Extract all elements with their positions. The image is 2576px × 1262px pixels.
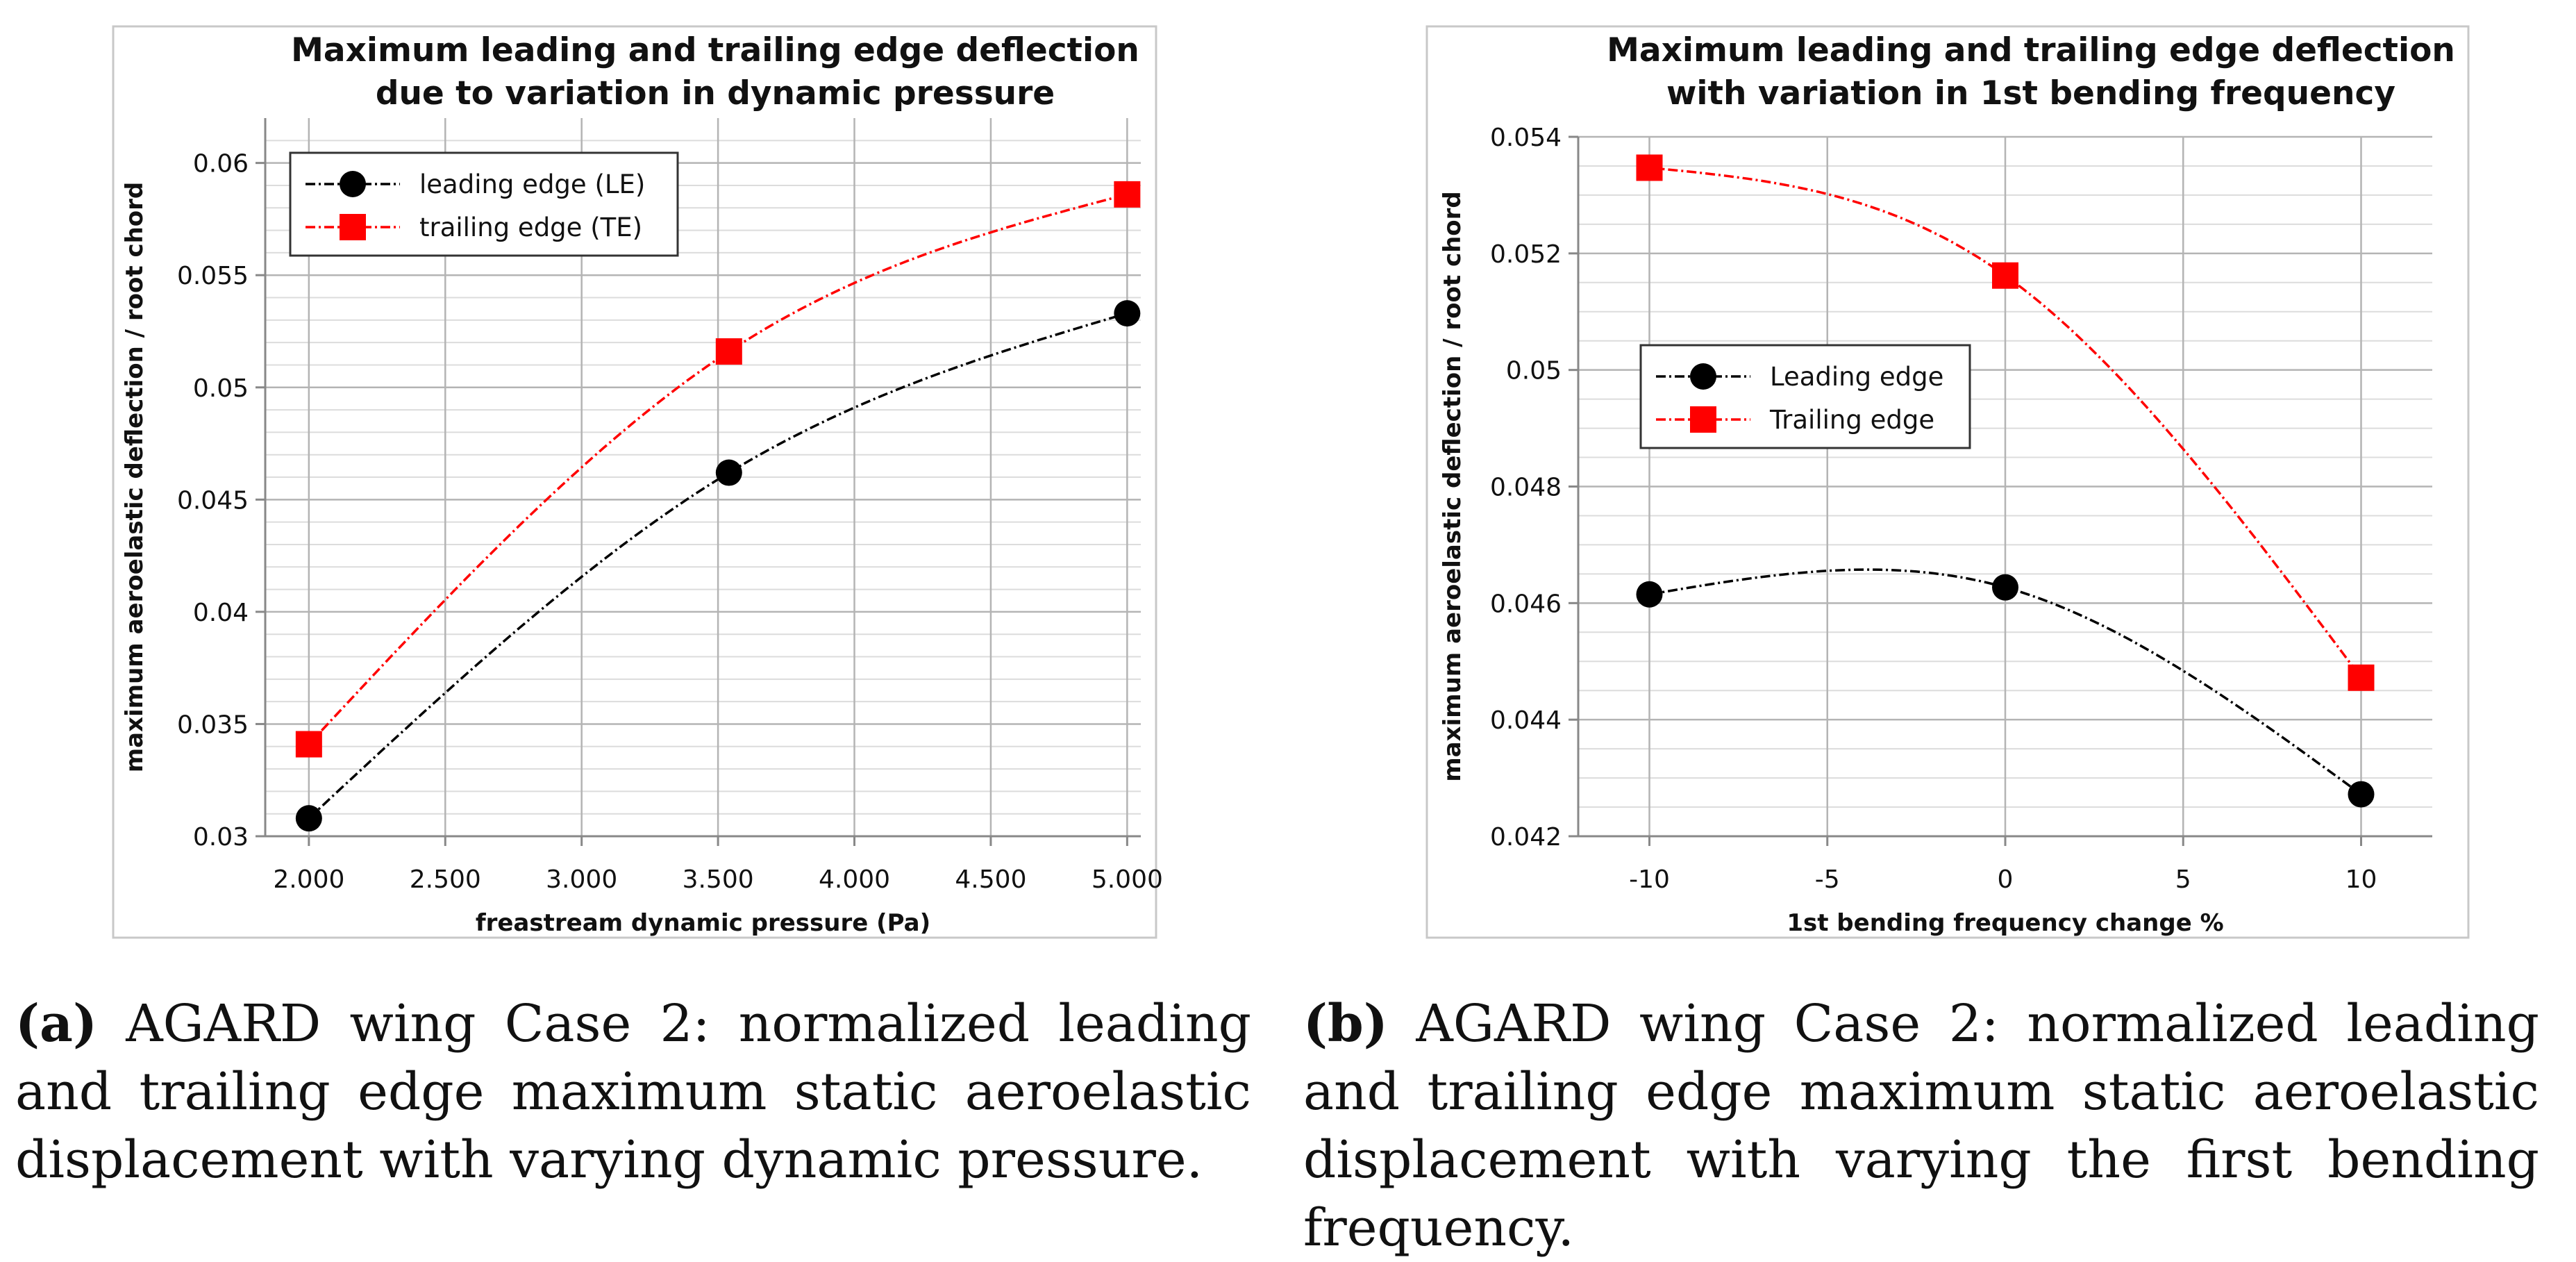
chart-b-y-tick-label: 0.044 [1490, 706, 1562, 735]
chart-a-series-2-point [715, 338, 742, 365]
chart-b-y-tick-label: 0.054 [1490, 124, 1562, 152]
chart-b-border [1425, 25, 2470, 939]
chart-a-legend-label: leading edge (LE) [419, 169, 645, 199]
chart-b-legend-marker [1690, 363, 1716, 390]
chart-b-series-2-point [2348, 664, 2375, 691]
chart-b-title-line: with variation in 1st bending frequency [1666, 74, 2395, 113]
chart-a-legend-marker [340, 171, 366, 197]
chart-a-y-tick-label: 0.05 [193, 374, 249, 403]
chart-a-y-tick-label: 0.045 [177, 486, 249, 515]
chart-a-legend: leading edge (LE) trailing edge (TE) [289, 151, 679, 257]
chart-b-y-tick-label: 0.052 [1490, 240, 1562, 269]
chart-b-x-tick-label: 5 [2175, 865, 2191, 894]
chart-a-title-line: Maximum leading and trailing edge deflec… [291, 31, 1139, 69]
chart-b-legend: Leading edge Trailing edge [1639, 344, 1971, 449]
chart-a: 0.03 0.035 0.04 0.045 0.05 0.055 0.06 2.000 2.50… [112, 25, 1163, 939]
chart-a-x-tick-label: 2.500 [410, 865, 481, 894]
chart-a-y-tick-label: 0.055 [177, 262, 249, 290]
chart-a-y-tick-label: 0.06 [193, 150, 249, 178]
caption-a-tag: (a) [15, 994, 97, 1054]
chart-a-title-line: due to variation in dynamic pressure [376, 74, 1055, 113]
chart-b-y-tick-label: 0.05 [1506, 357, 1562, 385]
chart-b-gridlines [1578, 135, 2432, 838]
chart-b-legend-label: Trailing edge [1769, 405, 1934, 435]
chart-a-y-tick-label: 0.035 [177, 711, 249, 739]
chart-a-x-tick-label: 4.000 [819, 865, 890, 894]
chart-a-y-tick-label: 0.03 [193, 823, 249, 852]
chart-b-series-1-point [1636, 581, 1663, 608]
chart-b-title-line: Maximum leading and trailing edge deflec… [1607, 31, 2455, 69]
chart-b-series-2-point [1636, 154, 1663, 181]
figure-panel-b: 0.042 0.044 0.046 0.048 0.05 0.052 0.054 -10 -5 0… [1288, 0, 2576, 1258]
chart-b-series-2-point [1992, 262, 2018, 289]
chart-a-x-axis-label: freastream dynamic pressure (Pa) [476, 909, 930, 937]
chart-b-y-tick-label: 0.046 [1490, 590, 1562, 618]
chart-a-y-axis-label: maximum aeroelastic deflection / root ch… [121, 182, 149, 773]
chart-b-legend-label: Leading edge [1770, 362, 1943, 392]
chart-a-series-2-point [1114, 181, 1141, 208]
chart-a-x-tick-label: 5.000 [1092, 865, 1163, 894]
chart-a-x-tick-label: 3.000 [546, 865, 617, 894]
chart-a-legend-marker [340, 214, 366, 240]
figure-panel-a: 0.03 0.035 0.04 0.045 0.05 0.055 0.06 2.000 2.50… [0, 0, 1288, 1228]
caption-b-text: AGARD wing Case 2: normalized leading an… [1303, 994, 2539, 1258]
chart-b-y-tick-label: 0.048 [1490, 474, 1562, 502]
chart-a-legend-label: trailing edge (TE) [419, 213, 642, 242]
chart-a-series-1-point [295, 805, 322, 832]
chart-b-y-tick-label: 0.042 [1490, 823, 1562, 852]
chart-b-x-tick-label: -5 [1815, 865, 1840, 894]
chart-b-x-tick-label: 0 [1998, 865, 2014, 894]
chart-a-x-tick-label: 3.500 [683, 865, 754, 894]
chart-a-series-1-point [715, 459, 742, 486]
chart-a-x-tick-label: 4.500 [955, 865, 1026, 894]
chart-a-x-tick-label: 2.000 [273, 865, 344, 894]
chart-b-series-1-point [2348, 781, 2375, 808]
chart-b-series-1-point [1992, 574, 2018, 601]
chart-b-x-tick-label: -10 [1629, 865, 1670, 894]
chart-b-legend-marker [1690, 406, 1716, 433]
chart-a-y-tick-label: 0.04 [193, 599, 249, 627]
caption-a: (a) AGARD wing Case 2: normalized leadin… [15, 990, 1251, 1194]
chart-b-x-tick-label: 10 [2345, 865, 2377, 894]
chart-b-y-axis-label: maximum aeroelastic deflection / root ch… [1439, 191, 1466, 782]
chart-b: 0.042 0.044 0.046 0.048 0.05 0.052 0.054 -10 -5 0… [1425, 25, 2470, 939]
caption-b: (b) AGARD wing Case 2: normalized leadin… [1303, 990, 2539, 1262]
caption-a-text: AGARD wing Case 2: normalized leading an… [15, 994, 1251, 1190]
caption-b-tag: (b) [1303, 994, 1388, 1054]
chart-a-series-1-point [1114, 300, 1141, 327]
chart-b-x-axis-label: 1st bending frequency change % [1787, 909, 2223, 937]
chart-a-series-2-point [295, 731, 322, 758]
